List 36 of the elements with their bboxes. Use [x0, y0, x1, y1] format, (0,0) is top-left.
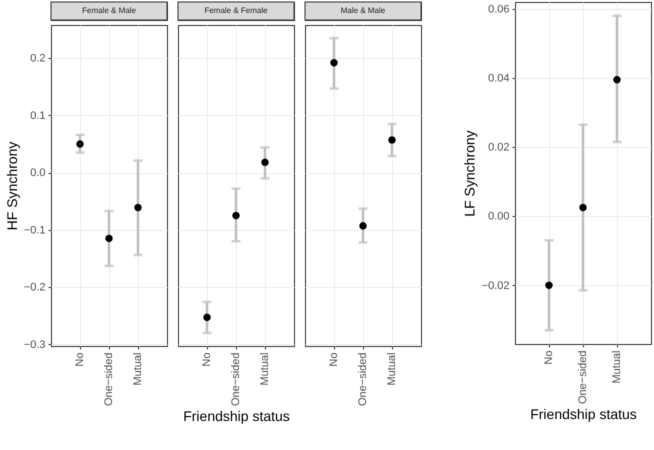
chart-title: Female & Male	[82, 6, 136, 15]
y-axis-title: LF Synchrony	[462, 130, 478, 217]
x-tick-label: One−sided	[103, 352, 115, 406]
x-tick-label: One−sided	[357, 352, 369, 406]
point	[76, 140, 84, 148]
y-tick-label: 0.06	[488, 3, 510, 16]
x-axis-title: Friendship status	[530, 406, 637, 422]
y-tick-label: −0.02	[482, 280, 510, 292]
y-tick-label: 0.0	[30, 167, 46, 180]
x-tick-label: No	[543, 350, 555, 365]
y-tick-label: −0.3	[24, 338, 46, 351]
y-tick-label: 0.00	[488, 210, 510, 223]
y-tick-label: 0.04	[488, 72, 510, 84]
x-tick-label: Mutual	[386, 352, 398, 386]
point	[105, 234, 113, 242]
x-tick-label: No	[74, 352, 86, 367]
y-tick-label: 0.2	[30, 52, 46, 65]
y-tick-label: 0.02	[488, 142, 510, 154]
x-tick-label: One−sided	[577, 350, 589, 404]
y-tick-label: −0.1	[24, 224, 46, 236]
chart-title: Male & Male	[340, 6, 386, 15]
y-axis-title: HF Synchrony	[4, 142, 20, 230]
x-tick-label: Mutual	[259, 352, 271, 386]
x-tick-label: Mutual	[132, 352, 144, 386]
x-axis-title: Friendship status	[183, 408, 290, 424]
point	[134, 204, 142, 212]
x-tick-label: Mutual	[611, 350, 623, 384]
point	[579, 204, 587, 212]
chart-title: Female & Female	[204, 6, 268, 15]
point	[545, 282, 553, 289]
x-tick-label: No	[328, 352, 340, 367]
y-tick-label: 0.1	[30, 110, 46, 122]
x-tick-label: No	[201, 352, 213, 367]
point	[613, 76, 621, 84]
x-tick-label: One−sided	[230, 352, 242, 406]
y-tick-label: −0.2	[24, 282, 46, 294]
